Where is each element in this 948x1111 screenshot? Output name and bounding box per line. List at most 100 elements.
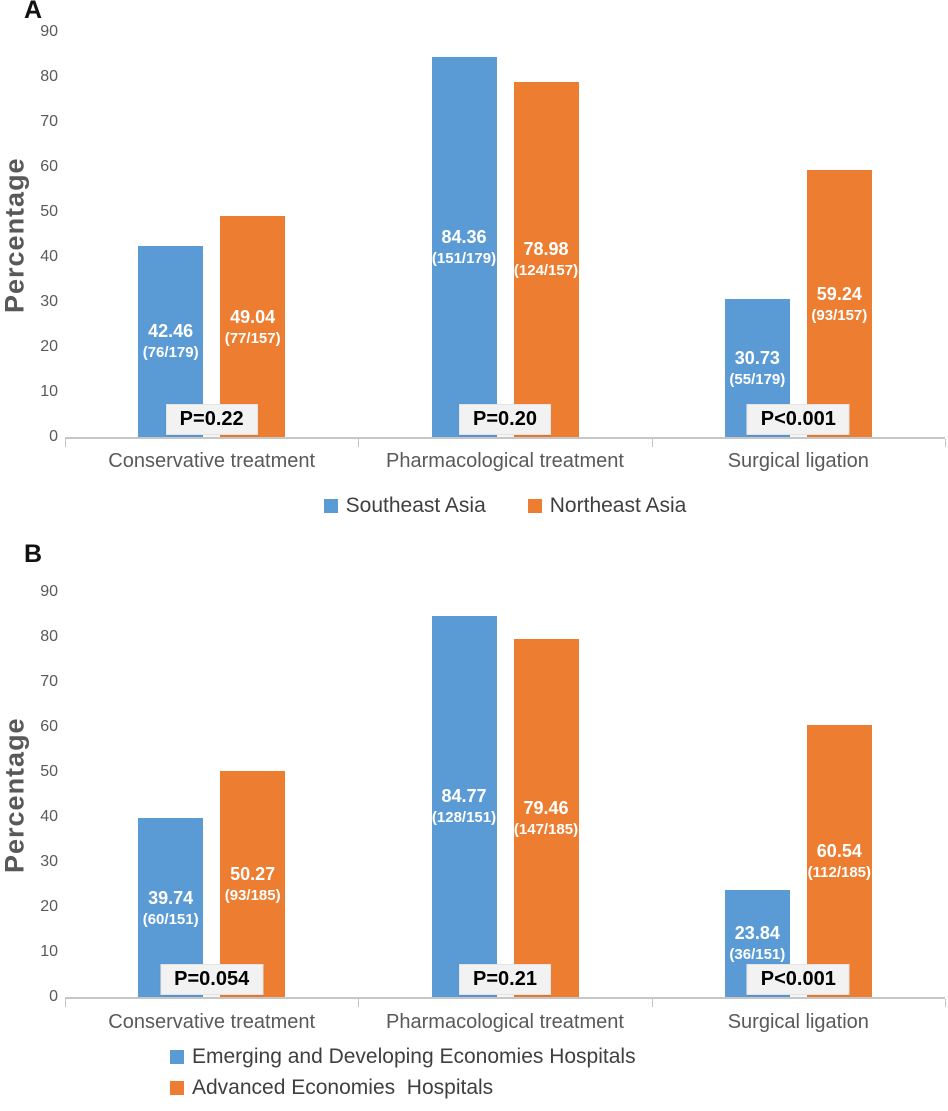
bar-fraction-text: (128/151) bbox=[431, 809, 497, 827]
y-tick-label: 70 bbox=[40, 113, 58, 130]
y-tick-label: 20 bbox=[40, 338, 58, 355]
legend-item: Advanced Economies Hospitals bbox=[170, 1076, 493, 1100]
x-category-label: Pharmacological treatment bbox=[386, 450, 624, 472]
bar-value-text: 39.74 bbox=[148, 887, 194, 908]
bar-fraction-text: (36/151) bbox=[729, 946, 786, 964]
y-tick-label: 60 bbox=[40, 718, 58, 735]
legend-label: Southeast Asia bbox=[345, 494, 486, 517]
x-axis-tick bbox=[651, 439, 653, 447]
x-axis-tick bbox=[945, 999, 946, 1007]
bar-data-label: 23.84 (36/151) bbox=[729, 922, 785, 964]
bar-blue-category-3: 23.84 (36/151) bbox=[724, 889, 790, 997]
legend-label: Emerging and Developing Economies Hospit… bbox=[192, 1045, 636, 1068]
legend-swatch-icon bbox=[170, 1050, 184, 1064]
bar-orange-category-1: 50.27 (93/185) bbox=[220, 770, 286, 997]
bar-value-text: 30.73 bbox=[734, 347, 780, 368]
bar-data-label: 79.46 (147/185) bbox=[514, 797, 578, 839]
p-value-box: P=0.22 bbox=[165, 404, 258, 435]
legend-label: Advanced Economies Hospitals bbox=[192, 1076, 494, 1099]
bar-orange-category-2: 79.46 (147/185) bbox=[513, 639, 579, 997]
bar-data-label: 59.24 (93/157) bbox=[811, 283, 867, 325]
bar-data-label: 30.73 (55/179) bbox=[729, 347, 785, 389]
p-value-box: P=0.20 bbox=[459, 404, 551, 435]
bar-data-label: 84.36 (151/179) bbox=[432, 226, 496, 268]
legend-item: Emerging and Developing Economies Hospit… bbox=[170, 1045, 636, 1069]
bar-value-text: 78.98 bbox=[523, 239, 569, 260]
bar-data-label: 39.74 (60/151) bbox=[143, 887, 199, 929]
bar-fraction-text: (93/157) bbox=[811, 306, 868, 324]
x-axis-tick bbox=[945, 439, 946, 447]
bar-data-label: 84.77 (128/151) bbox=[432, 785, 496, 827]
bar-value-text: 23.84 bbox=[734, 923, 780, 944]
bar-value-text: 84.36 bbox=[441, 227, 487, 248]
y-tick-label: 30 bbox=[40, 293, 58, 310]
bar-fraction-text: (76/179) bbox=[142, 344, 199, 362]
p-value-box: P=0.054 bbox=[160, 964, 264, 995]
legend-swatch-icon bbox=[170, 1081, 184, 1095]
bar-blue-category-2: 84.36 (151/179) bbox=[431, 57, 497, 437]
y-tick-label: 30 bbox=[40, 853, 58, 870]
x-category-label: Surgical ligation bbox=[727, 450, 869, 472]
bar-data-label: 78.98 (124/157) bbox=[514, 238, 578, 280]
y-tick-label: 10 bbox=[40, 383, 58, 400]
x-axis-tick bbox=[65, 999, 66, 1007]
x-axis-tick bbox=[358, 439, 360, 447]
bar-blue-category-2: 84.77 (128/151) bbox=[431, 615, 497, 997]
x-category-label: Surgical ligation bbox=[727, 1011, 869, 1033]
bar-fraction-text: (124/157) bbox=[513, 262, 579, 280]
bar-orange-category-3: 60.54 (112/185) bbox=[806, 724, 872, 997]
bar-fraction-text: (147/185) bbox=[513, 821, 579, 839]
legend: Emerging and Developing Economies Hospit… bbox=[170, 1045, 636, 1100]
y-tick-label: 60 bbox=[40, 158, 58, 175]
y-tick-label: 80 bbox=[40, 68, 58, 85]
x-axis-tick bbox=[651, 999, 653, 1007]
bar-value-text: 79.46 bbox=[523, 798, 569, 819]
bar-fraction-text: (60/151) bbox=[142, 910, 199, 928]
panel-b: B Percentage 90 80 70 60 50 40 30 20 10 0 39.74 (60/1… bbox=[0, 530, 948, 1111]
bar-fraction-text: (77/157) bbox=[224, 329, 281, 347]
bar-value-text: 50.27 bbox=[230, 863, 276, 884]
legend-swatch-icon bbox=[527, 499, 542, 513]
panel-label-a: A bbox=[24, 0, 43, 24]
bar-value-text: 49.04 bbox=[230, 306, 276, 327]
y-tick-label: 90 bbox=[40, 583, 58, 600]
p-value-box: P<0.001 bbox=[746, 404, 850, 435]
x-category-label: Conservative treatment bbox=[108, 1011, 316, 1033]
legend: Southeast Asia Northeast Asia bbox=[65, 494, 945, 518]
bar-fraction-text: (112/185) bbox=[807, 863, 872, 881]
y-tick-label: 90 bbox=[40, 23, 58, 40]
legend-swatch-icon bbox=[323, 499, 338, 513]
p-value-box: P<0.001 bbox=[746, 964, 850, 995]
bar-data-label: 42.46 (76/179) bbox=[143, 320, 199, 362]
y-tick-label: 0 bbox=[49, 988, 58, 1005]
y-tick-label: 50 bbox=[40, 763, 58, 780]
y-tick-label: 80 bbox=[40, 628, 58, 645]
bar-value-text: 60.54 bbox=[816, 840, 862, 861]
bar-orange-category-3: 59.24 (93/157) bbox=[806, 170, 872, 437]
legend-label: Northeast Asia bbox=[549, 494, 687, 517]
bar-data-label: 50.27 (93/185) bbox=[225, 863, 281, 905]
x-category-label: Pharmacological treatment bbox=[386, 1011, 624, 1033]
y-tick-label: 40 bbox=[40, 808, 58, 825]
x-category-label: Conservative treatment bbox=[108, 450, 316, 472]
x-axis-tick bbox=[358, 999, 360, 1007]
y-tick-label: 10 bbox=[40, 943, 58, 960]
bar-data-label: 60.54 (112/185) bbox=[808, 840, 871, 882]
bar-value-text: 42.46 bbox=[148, 321, 194, 342]
bar-value-text: 84.77 bbox=[441, 786, 487, 807]
bar-orange-category-1: 49.04 (77/157) bbox=[220, 216, 286, 437]
y-tick-label: 40 bbox=[40, 248, 58, 265]
bar-fraction-text: (55/179) bbox=[729, 370, 786, 388]
panel-label-b: B bbox=[24, 540, 43, 568]
x-axis-line bbox=[65, 997, 945, 999]
legend-item: Southeast Asia bbox=[323, 494, 486, 518]
bar-data-label: 49.04 (77/157) bbox=[225, 306, 281, 348]
bar-fraction-text: (93/185) bbox=[224, 886, 281, 904]
legend-item: Northeast Asia bbox=[527, 494, 687, 518]
panel-a: A Percentage 90 80 70 60 50 40 30 20 10 0 42.46 (76/1… bbox=[0, 0, 948, 530]
y-tick-label: 20 bbox=[40, 898, 58, 915]
x-axis-tick bbox=[65, 439, 66, 447]
bar-fraction-text: (151/179) bbox=[431, 250, 497, 268]
y-tick-label: 0 bbox=[49, 428, 58, 445]
